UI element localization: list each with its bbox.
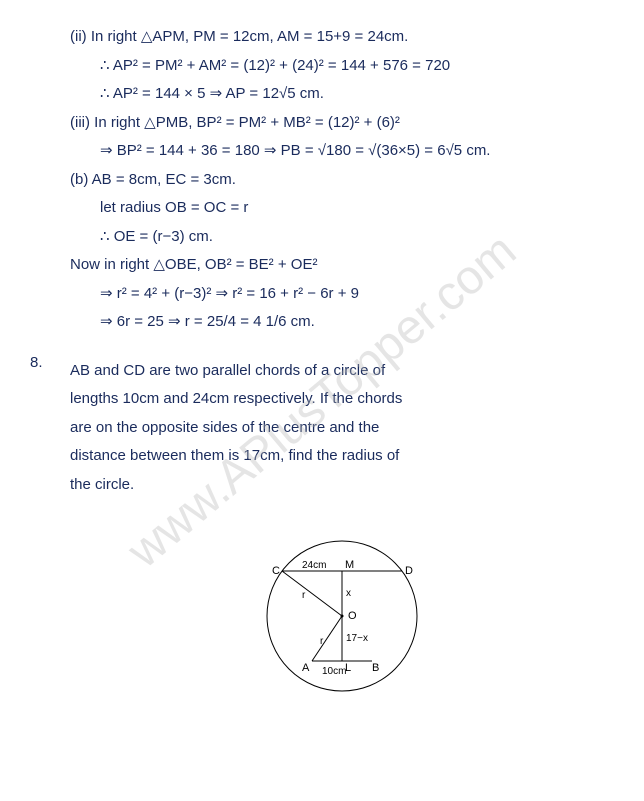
line-r-eq: ⇒ r² = 4² + (r−3)² ⇒ r² = 16 + r² − 6r +…: [100, 283, 614, 306]
label-b: B: [372, 662, 379, 674]
label-24cm: 24cm: [302, 560, 326, 571]
page-content: (ii) In right △APM, PM = 12cm, AM = 15+9…: [0, 0, 644, 736]
label-x: x: [346, 588, 351, 599]
label-d: D: [405, 565, 413, 577]
line-ap2: ∴ AP² = PM² + AM² = (12)² + (24)² = 144 …: [100, 55, 614, 78]
label-10cm: 10cm: [322, 666, 346, 677]
label-a: A: [302, 662, 310, 674]
circle-diagram: C D M 24cm A B L 10cm O x 17−x r r: [242, 516, 442, 716]
label-r1: r: [302, 590, 306, 601]
line-r-result: ⇒ 6r = 25 ⇒ r = 25/4 = 4 1/6 cm.: [100, 311, 614, 334]
q8-line2: lengths 10cm and 24cm respectively. If t…: [70, 388, 614, 411]
line-bp-result: ⇒ BP² = 144 + 36 = 180 ⇒ PB = √180 = √(3…: [100, 140, 614, 163]
radius-oc: [282, 571, 342, 616]
label-m: M: [345, 559, 354, 571]
q8-line3: are on the opposite sides of the centre …: [70, 417, 614, 440]
line-radius: let radius OB = OC = r: [100, 197, 614, 220]
q8-line1: AB and CD are two parallel chords of a c…: [70, 360, 614, 383]
line-oe: ∴ OE = (r−3) cm.: [100, 226, 614, 249]
label-c: C: [272, 565, 280, 577]
line-right-obe: Now in right △OBE, OB² = BE² + OE²: [70, 254, 614, 277]
line-ii: (ii) In right △APM, PM = 12cm, AM = 15+9…: [70, 26, 614, 49]
label-17x: 17−x: [346, 633, 368, 644]
question-number-8: 8.: [30, 354, 43, 371]
line-ap-result: ∴ AP² = 144 × 5 ⇒ AP = 12√5 cm.: [100, 83, 614, 106]
label-o: O: [348, 610, 357, 622]
line-iii: (iii) In right △PMB, BP² = PM² + MB² = (…: [70, 112, 614, 135]
line-b: (b) AB = 8cm, EC = 3cm.: [70, 169, 614, 192]
label-r2: r: [320, 636, 324, 647]
radius-oa: [312, 616, 342, 661]
q8-line5: the circle.: [70, 474, 614, 497]
q8-line4: distance between them is 17cm, find the …: [70, 445, 614, 468]
center-point: [341, 615, 344, 618]
